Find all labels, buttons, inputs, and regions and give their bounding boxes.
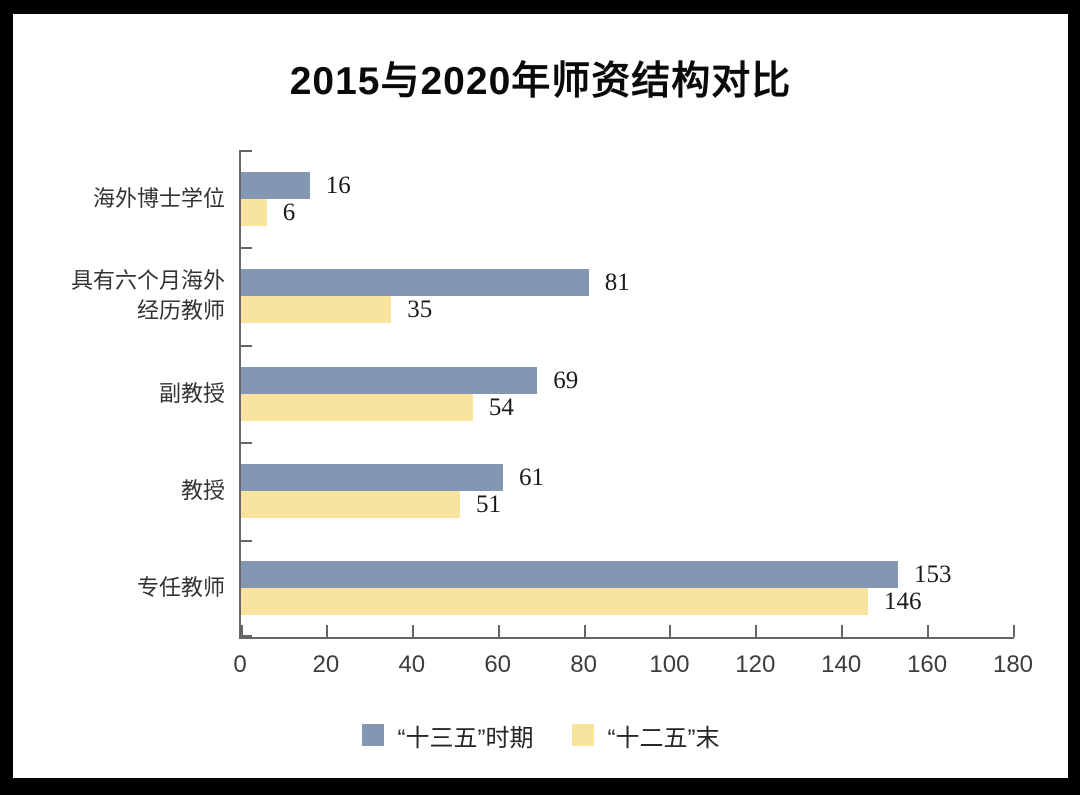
legend-label: “十二五”末 [607,724,720,752]
legend-label: “十三五”时期 [397,724,534,752]
legend-item: “十三五”时期 [361,718,534,753]
y-axis-tick [241,344,252,347]
bar-series2 [241,296,392,324]
y-axis-tick [241,247,252,250]
bar-value-label: 81 [604,269,630,297]
x-axis-tick-label: 40 [398,651,426,678]
x-axis-tick-label: 140 [821,651,862,678]
chart-title: 2015与2020年师资结构对比 [289,60,792,103]
x-axis-tick-label: 180 [992,651,1034,678]
bar-value-label: 146 [884,588,922,616]
y-axis-tick [241,442,252,445]
y-axis-tick [241,635,252,637]
bar-value-label: 69 [553,366,579,394]
x-axis-tick-label: 80 [570,651,597,678]
bar-series2 [241,393,473,421]
x-axis-tick-label: 120 [735,651,776,678]
x-axis-tick-label: 100 [649,651,690,678]
legend-item: “十二五”末 [571,718,720,753]
legend: “十三五”时期 “十二五”末 [13,712,1068,758]
bar-series1 [241,171,310,199]
x-axis-tick-label: 20 [312,651,340,678]
category-label: 海外博士学位 [92,185,225,211]
x-axis-tick [325,625,328,637]
x-axis-tick [755,625,758,637]
bar-series2 [241,588,868,616]
bar-value-label: 153 [914,561,952,589]
x-axis-tick [497,625,500,637]
x-axis-tick [411,625,414,637]
x-axis-tick [1013,625,1015,637]
category-label: 具有六个月海外 经历教师 [70,268,225,324]
bar-series1 [241,366,538,394]
y-axis-tick [241,150,252,152]
bar-series2 [241,490,460,518]
bar-value-label: 35 [407,296,433,324]
plot-area: 16 6 81 35 69 54 61 51 153 146 [239,150,1015,639]
x-axis-tick-label: 0 [233,651,247,678]
bar-series1 [241,269,589,297]
bar-series1 [241,561,898,589]
x-axis-tick [669,625,672,637]
bar-value-label: 54 [488,393,514,421]
x-axis-tick-label: 60 [484,651,512,678]
x-axis-tick [241,625,243,637]
chart-canvas: 2015与2020年师资结构对比 16 6 81 35 69 54 61 51 153 146 海… [13,14,1068,778]
bar-series1 [241,463,503,491]
x-axis-tick [583,625,586,637]
legend-swatch [361,724,384,746]
category-label: 副教授 [158,380,225,406]
bar-value-label: 61 [519,463,544,491]
x-axis-tick-label: 160 [907,651,948,678]
x-axis-tick [927,625,930,637]
x-axis-tick [841,625,844,637]
legend-swatch [571,724,594,746]
bar-value-label: 51 [476,490,501,518]
bar-value-label: 16 [325,171,351,199]
category-label: 专任教师 [136,575,225,601]
bar-value-label: 6 [282,198,296,226]
category-label: 教授 [180,477,225,503]
y-axis-tick [241,539,252,542]
bar-series2 [241,198,267,226]
